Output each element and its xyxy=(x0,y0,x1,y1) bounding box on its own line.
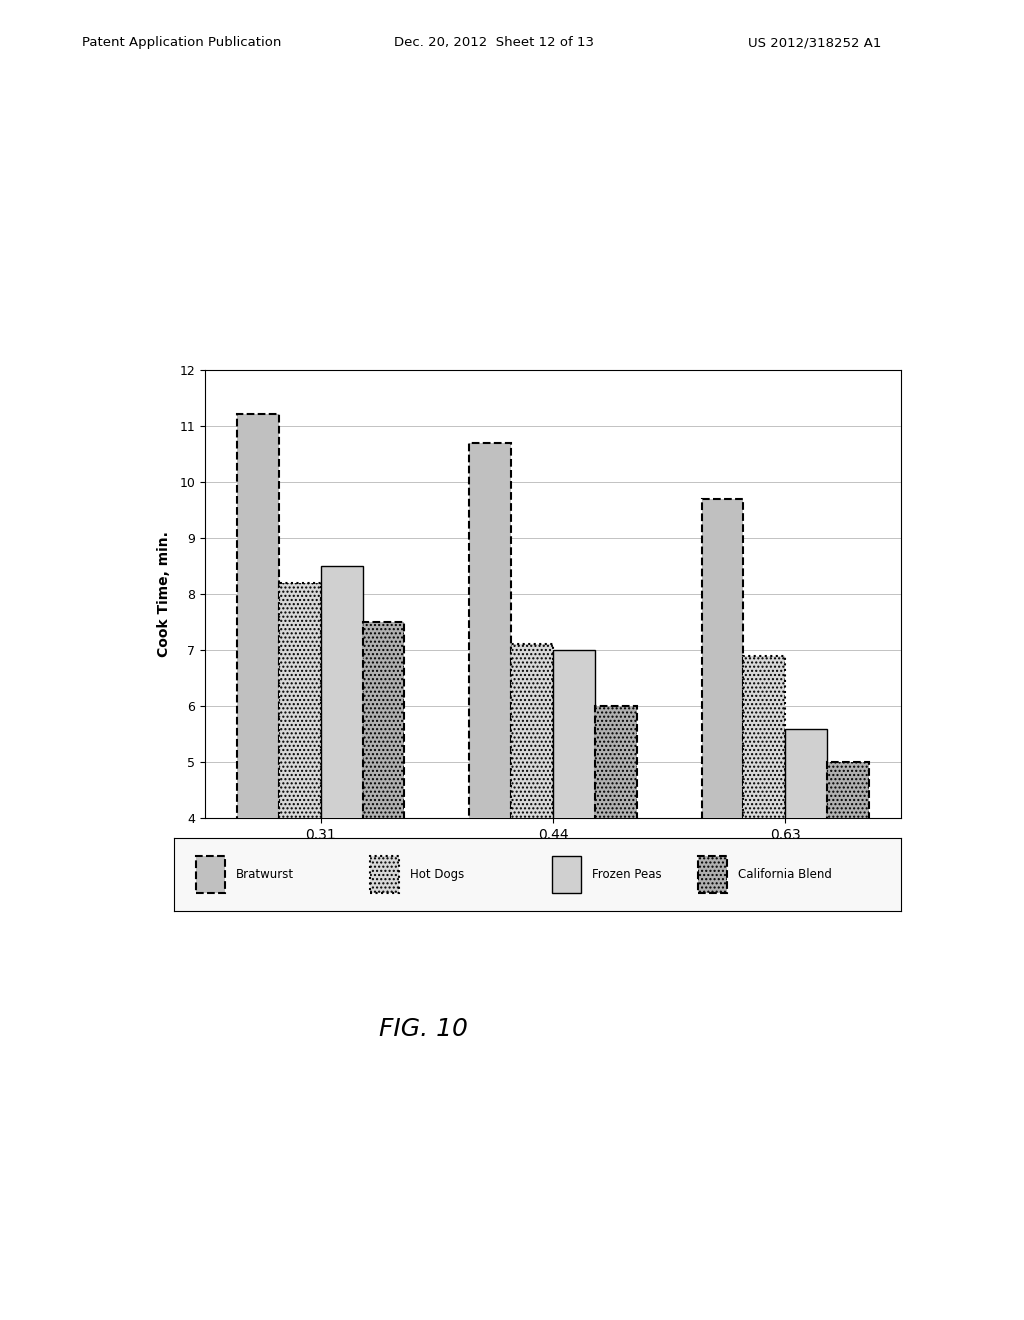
Text: US 2012/318252 A1: US 2012/318252 A1 xyxy=(748,36,881,49)
Bar xyxy=(743,656,785,1043)
Y-axis label: Cook Time, min.: Cook Time, min. xyxy=(157,531,171,657)
Text: Patent Application Publication: Patent Application Publication xyxy=(82,36,282,49)
Bar xyxy=(553,651,595,1043)
Bar xyxy=(595,706,637,1043)
Text: California Blend: California Blend xyxy=(737,869,831,880)
Text: Dec. 20, 2012  Sheet 12 of 13: Dec. 20, 2012 Sheet 12 of 13 xyxy=(394,36,594,49)
FancyBboxPatch shape xyxy=(196,857,225,892)
Bar xyxy=(785,729,826,1043)
Bar xyxy=(469,442,511,1043)
Bar xyxy=(701,499,743,1043)
Bar xyxy=(511,644,553,1043)
FancyBboxPatch shape xyxy=(552,857,582,892)
Text: Frozen Peas: Frozen Peas xyxy=(592,869,662,880)
FancyBboxPatch shape xyxy=(697,857,727,892)
X-axis label: Vent Size, in.: Vent Size, in. xyxy=(502,853,604,867)
Bar xyxy=(238,414,280,1043)
Text: Bratwurst: Bratwurst xyxy=(236,869,294,880)
Text: FIG. 10: FIG. 10 xyxy=(379,1018,468,1041)
Bar xyxy=(280,583,321,1043)
Text: Hot Dogs: Hot Dogs xyxy=(411,869,465,880)
FancyBboxPatch shape xyxy=(371,857,399,892)
Bar xyxy=(362,622,404,1043)
Bar xyxy=(321,566,362,1043)
Bar xyxy=(826,762,868,1043)
